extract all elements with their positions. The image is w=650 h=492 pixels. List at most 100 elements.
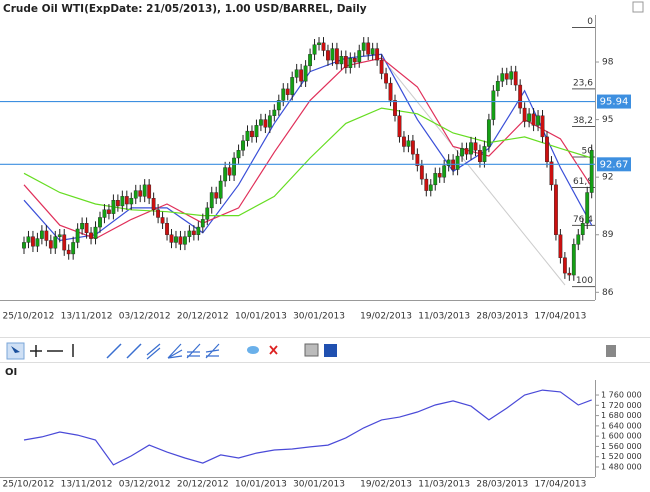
oi-x-tick-label: 13/11/2012	[61, 480, 113, 490]
candle-body	[209, 192, 214, 209]
candle-body	[31, 236, 35, 247]
candle-body	[227, 167, 232, 176]
candle-body	[26, 236, 31, 243]
candle-body	[178, 236, 183, 245]
pointer-icon	[11, 346, 20, 353]
candle-body	[187, 230, 192, 237]
candle-body	[469, 142, 473, 155]
candle-body	[428, 184, 433, 191]
oi-y-tick-label: 1 560 000	[601, 442, 642, 451]
candle-body	[263, 119, 268, 128]
fan-tool[interactable]	[167, 343, 183, 359]
y-tick-label: 89	[602, 230, 614, 240]
candle-body	[571, 244, 576, 276]
candle-body	[419, 165, 424, 180]
candle-body	[236, 150, 241, 159]
oi-x-tick-label: 10/01/2013	[235, 480, 287, 490]
candle-body	[214, 192, 219, 199]
candle-body	[53, 236, 58, 249]
candle-body	[554, 184, 558, 235]
chart-title: Crude Oil WTI(ExpDate: 21/05/2013), 1.00…	[3, 3, 367, 15]
candle-body	[89, 232, 93, 239]
candle-body	[370, 48, 375, 55]
candle-body	[558, 234, 563, 258]
fib-label: 38,2	[573, 116, 593, 126]
candle-body	[272, 109, 277, 116]
candle-body	[250, 130, 254, 138]
x-tick-label: 28/03/2013	[476, 312, 528, 322]
candle-body	[473, 142, 478, 151]
candle-body	[62, 234, 67, 251]
trendline-tool[interactable]	[106, 343, 122, 359]
oi-x-tick-label: 28/03/2013	[476, 480, 528, 490]
candle-body	[102, 209, 107, 218]
candle-body	[406, 140, 411, 147]
x-tick-label: 11/03/2013	[418, 312, 470, 322]
comment-tool[interactable]	[247, 346, 259, 354]
moving-average	[23, 107, 592, 217]
candle-body	[57, 234, 62, 237]
candle-body	[191, 230, 196, 235]
candle-body	[183, 236, 187, 245]
window-button[interactable]	[632, 1, 644, 13]
candle-body	[39, 230, 44, 239]
candle-body	[415, 153, 420, 166]
candle-body	[402, 136, 406, 147]
candle-body	[379, 59, 384, 74]
oi-title: OI	[5, 367, 17, 378]
channel-tool[interactable]	[146, 343, 161, 360]
candle-body	[495, 81, 500, 92]
candle-body	[335, 48, 339, 65]
oi-x-tick-label: 30/01/2013	[293, 480, 345, 490]
candle-body	[437, 173, 442, 178]
trash-button[interactable]	[606, 345, 616, 357]
candle-body	[299, 69, 304, 82]
candle-body	[540, 115, 545, 138]
candle-body	[147, 184, 152, 199]
candle-body	[241, 140, 245, 151]
candle-body	[388, 82, 393, 101]
delete-tool[interactable]	[269, 345, 278, 355]
price-label-box	[597, 94, 631, 109]
oi-x-tick-label: 03/12/2012	[119, 480, 171, 490]
candle-body	[393, 100, 397, 116]
candle-body	[218, 180, 223, 199]
candle-body	[446, 159, 451, 166]
candle-body	[321, 42, 326, 51]
x-tick-label: 03/12/2012	[119, 312, 171, 322]
candle-body	[455, 155, 460, 170]
fib-label: 100	[576, 276, 593, 286]
candle-body	[98, 217, 102, 228]
candle-body	[276, 100, 281, 111]
candle-body	[48, 240, 53, 249]
crosshair-tool[interactable]	[30, 345, 42, 357]
candle-body	[44, 230, 49, 241]
fib-label: 50	[582, 147, 594, 157]
oi-y-tick-label: 1 520 000	[601, 452, 642, 461]
candle-body	[339, 56, 344, 65]
candle-body	[160, 217, 165, 224]
candle-body	[281, 88, 286, 101]
fib-trend-line	[389, 67, 566, 286]
candle-body	[107, 209, 111, 214]
candle-body	[522, 107, 527, 122]
candle-body	[138, 190, 143, 197]
candle-body	[196, 226, 201, 235]
candle-body	[460, 148, 464, 157]
candle-body	[343, 56, 348, 68]
save-button[interactable]	[324, 344, 337, 357]
oi-y-tick-label: 1 760 000	[601, 391, 642, 400]
x-tick-label: 13/11/2012	[61, 312, 113, 322]
oi-y-tick-label: 1 600 000	[601, 432, 642, 441]
candle-body	[375, 48, 380, 61]
candle-body	[330, 48, 335, 61]
fib-fan-tool[interactable]	[205, 343, 220, 359]
candle-body	[124, 196, 129, 205]
fib-tool[interactable]	[186, 343, 201, 359]
oi-y-tick-label: 1 480 000	[601, 462, 642, 471]
y-tick-label: 92	[602, 173, 613, 183]
print-button[interactable]	[304, 343, 319, 357]
ray-tool[interactable]	[126, 343, 142, 359]
